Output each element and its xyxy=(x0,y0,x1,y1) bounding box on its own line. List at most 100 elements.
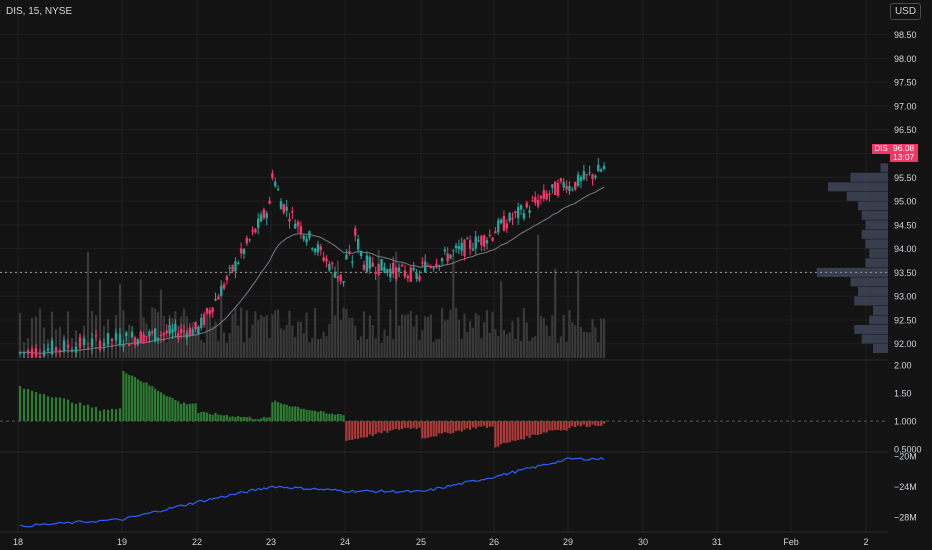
oscillator-bar xyxy=(248,416,251,422)
volume-bar xyxy=(511,321,514,358)
candle-body xyxy=(485,240,489,244)
candle-body xyxy=(519,205,523,210)
volume-bar xyxy=(454,307,458,358)
candle-body xyxy=(508,213,511,222)
candle-body xyxy=(514,211,517,214)
time-tick-label: 26 xyxy=(489,537,499,547)
oscillator-bar xyxy=(397,421,401,430)
candle-body xyxy=(34,348,38,357)
price-tick-label: 97.00 xyxy=(894,101,917,111)
oscillator-bar xyxy=(542,421,545,433)
candle-body xyxy=(553,181,557,196)
candle-body xyxy=(597,164,600,172)
candle-body xyxy=(454,245,458,249)
candle-body xyxy=(322,257,325,261)
volume-bar xyxy=(254,311,257,358)
candle-body xyxy=(551,184,554,188)
volume-bar xyxy=(418,339,421,358)
cumulative-volume-line xyxy=(19,456,605,528)
oscillator-bar xyxy=(534,421,537,435)
candle-body xyxy=(435,263,438,268)
time-tick-label: Feb xyxy=(783,537,799,547)
oscillator-bar xyxy=(74,404,78,422)
volume-bar xyxy=(392,339,395,358)
volume-profile-bar xyxy=(861,334,888,344)
candle-body xyxy=(202,314,206,325)
candle-body xyxy=(426,265,430,267)
volume-profile-bar xyxy=(816,267,888,277)
volume-bar xyxy=(66,311,70,358)
time-axis[interactable]: 18 19 22 23 24 25 26 29 30 31 Feb 2 xyxy=(13,537,869,547)
volume-profile-bar xyxy=(854,296,888,306)
volume-bar xyxy=(471,327,475,358)
oscillator-bar xyxy=(42,394,46,422)
volume-bar xyxy=(403,315,407,358)
oscillator-bar xyxy=(151,386,154,422)
candle-body xyxy=(571,189,574,191)
oscillator-bar xyxy=(421,421,424,439)
candle-body xyxy=(325,258,328,262)
oscillator-bar xyxy=(551,421,554,431)
candle-body xyxy=(22,352,26,354)
oscillator-bar xyxy=(299,408,302,422)
oscillator-bar xyxy=(168,396,171,422)
candle-body xyxy=(440,258,444,262)
oscillator-bar xyxy=(449,421,452,434)
volume-bar xyxy=(412,326,415,358)
oscillator-bar xyxy=(191,403,194,422)
volume-bar xyxy=(380,342,383,358)
volume-bar xyxy=(197,326,200,358)
volume-bar xyxy=(591,318,594,358)
candle-body xyxy=(285,206,288,211)
candle-body xyxy=(125,332,128,336)
volume-bar xyxy=(248,337,251,358)
price-tick-label: 92.50 xyxy=(894,315,917,325)
candle-body xyxy=(568,186,571,192)
candle-body xyxy=(200,317,203,328)
candle-body xyxy=(219,286,223,297)
volume-bar xyxy=(331,273,334,358)
time-tick-label: 2 xyxy=(863,537,868,547)
volume-bar xyxy=(336,260,339,358)
candle-body xyxy=(594,175,597,178)
oscillator-bar xyxy=(296,406,300,422)
oscillator-bar xyxy=(22,388,26,422)
oscillator-bar xyxy=(359,421,363,438)
volume-bar xyxy=(576,270,580,358)
oscillator-bar xyxy=(106,409,110,422)
volume-bar xyxy=(203,342,206,358)
oscillator-bar xyxy=(383,421,386,432)
candle-body xyxy=(262,209,266,219)
candle-body xyxy=(268,200,271,204)
volume-bar xyxy=(545,325,548,358)
candle-body xyxy=(30,348,34,358)
time-tick-label: 31 xyxy=(712,537,722,547)
oscillator-bar xyxy=(262,416,265,422)
volume-bar xyxy=(452,255,455,358)
oscillator-bar xyxy=(497,421,500,447)
oscillator-bar xyxy=(66,399,70,422)
candle-body xyxy=(122,344,125,347)
volume-bar xyxy=(460,339,463,358)
oscillator-bar xyxy=(128,374,131,422)
candle-body xyxy=(162,333,166,335)
oscillator-bar xyxy=(174,400,177,422)
currency-button[interactable]: USD xyxy=(890,3,921,20)
oscillator-bar xyxy=(554,421,557,431)
volume-bar xyxy=(139,279,142,358)
oscillator-bar xyxy=(234,417,237,422)
time-tick-label: 25 xyxy=(416,537,426,547)
volume-bar xyxy=(259,315,263,358)
candle-body xyxy=(70,350,74,352)
volume-bar xyxy=(574,325,577,358)
ticker-badge: DIS xyxy=(872,144,890,154)
volume-bar xyxy=(130,330,134,358)
oscillator-bar xyxy=(328,413,331,422)
candle-body xyxy=(412,267,415,271)
price-axis[interactable]: 98.5098.0097.5097.0096.5096.0095.5095.00… xyxy=(888,0,932,550)
volume-bar xyxy=(225,342,228,358)
oscillator-bar xyxy=(154,388,157,422)
candle-body xyxy=(383,266,386,273)
oscillator-bar xyxy=(319,410,322,422)
